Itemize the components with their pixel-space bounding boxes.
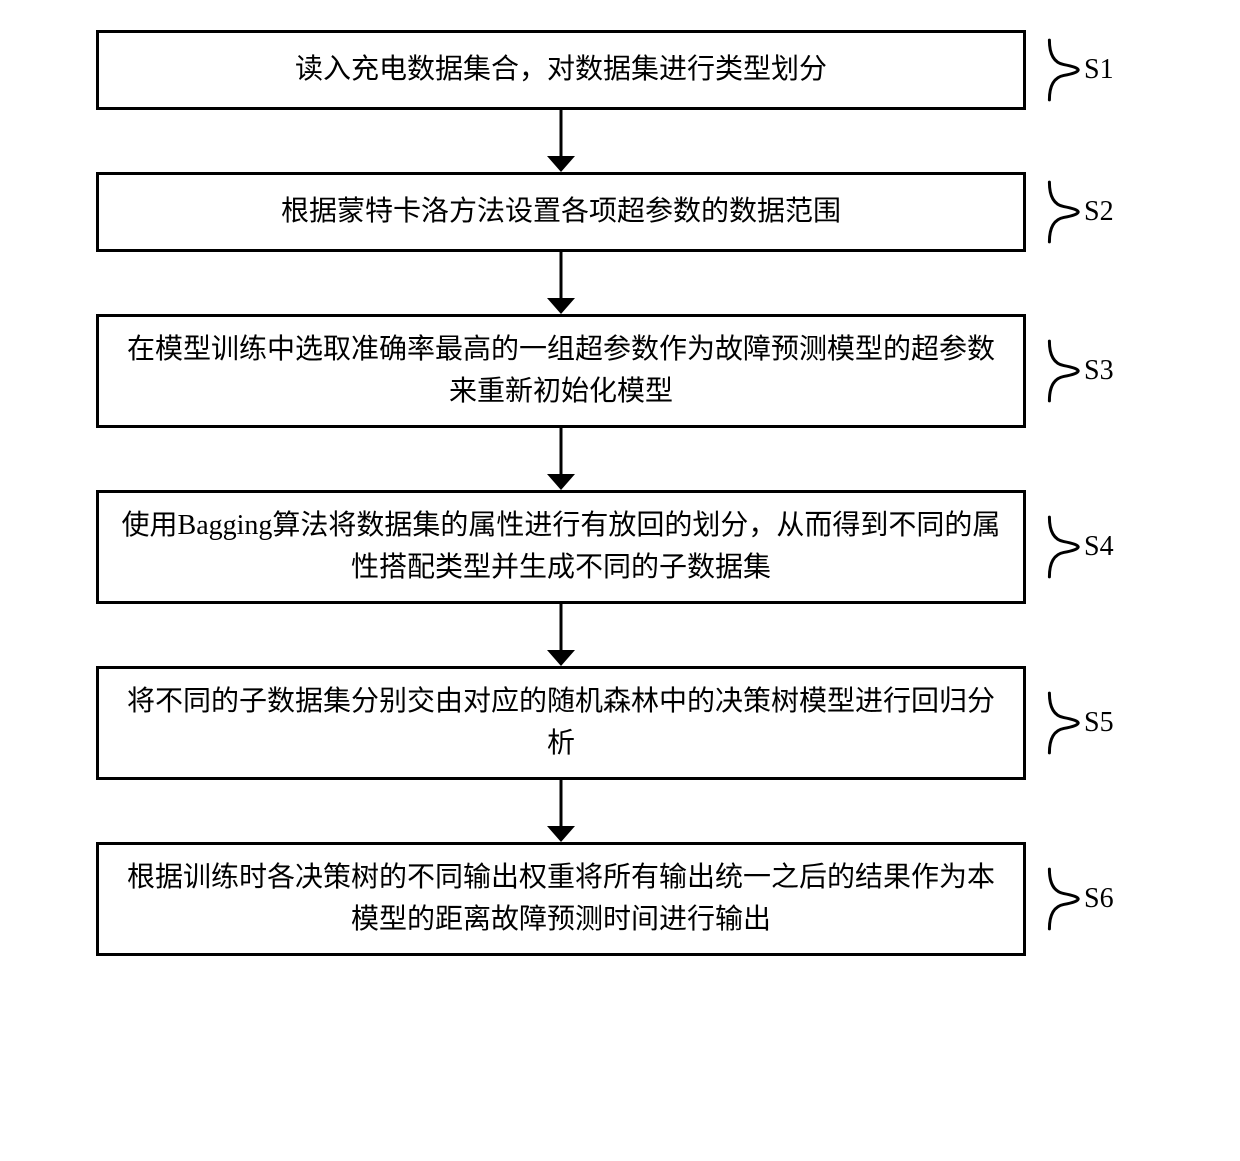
curly-brace-icon bbox=[1044, 513, 1080, 581]
flow-step-row: 在模型训练中选取准确率最高的一组超参数作为故障预测模型的超参数来重新初始化模型 … bbox=[40, 314, 1200, 428]
flow-step-label: S5 bbox=[1084, 707, 1114, 739]
arrow-down-icon bbox=[545, 252, 577, 314]
flow-arrow bbox=[40, 604, 1200, 666]
flow-step-text: 在模型训练中选取准确率最高的一组超参数作为故障预测模型的超参数来重新初始化模型 bbox=[119, 329, 1003, 413]
curly-brace-icon bbox=[1044, 689, 1080, 757]
flow-arrow bbox=[40, 780, 1200, 842]
arrow-down-icon bbox=[545, 604, 577, 666]
flow-step-text: 将不同的子数据集分别交由对应的随机森林中的决策树模型进行回归分析 bbox=[119, 681, 1003, 765]
flow-step-label-wrap: S3 bbox=[1044, 337, 1144, 405]
curly-brace-icon bbox=[1044, 865, 1080, 933]
arrow-down-icon bbox=[545, 110, 577, 172]
arrow-down-icon bbox=[545, 428, 577, 490]
flow-step-label-wrap: S6 bbox=[1044, 865, 1144, 933]
flow-step-label-wrap: S2 bbox=[1044, 178, 1144, 246]
flow-step-text: 使用Bagging算法将数据集的属性进行有放回的划分，从而得到不同的属性搭配类型… bbox=[119, 505, 1003, 589]
flow-step-row: 根据蒙特卡洛方法设置各项超参数的数据范围 S2 bbox=[40, 172, 1200, 252]
flow-step-box: 在模型训练中选取准确率最高的一组超参数作为故障预测模型的超参数来重新初始化模型 bbox=[96, 314, 1026, 428]
flow-step-label: S6 bbox=[1084, 883, 1114, 915]
flow-step-text: 根据蒙特卡洛方法设置各项超参数的数据范围 bbox=[281, 191, 841, 233]
curly-brace-icon bbox=[1044, 178, 1080, 246]
flowchart-container: 读入充电数据集合，对数据集进行类型划分 S1 根据蒙特卡洛方法设置各项超参数的数… bbox=[40, 30, 1200, 956]
flow-step-label-wrap: S1 bbox=[1044, 36, 1144, 104]
flow-step-text: 读入充电数据集合，对数据集进行类型划分 bbox=[295, 49, 827, 91]
flow-step-box: 根据蒙特卡洛方法设置各项超参数的数据范围 bbox=[96, 172, 1026, 252]
flow-step-label: S3 bbox=[1084, 355, 1114, 387]
flow-step-box: 根据训练时各决策树的不同输出权重将所有输出统一之后的结果作为本模型的距离故障预测… bbox=[96, 842, 1026, 956]
flow-step-label: S4 bbox=[1084, 531, 1114, 563]
flow-arrow bbox=[40, 110, 1200, 172]
flow-step-text: 根据训练时各决策树的不同输出权重将所有输出统一之后的结果作为本模型的距离故障预测… bbox=[119, 857, 1003, 941]
flow-step-row: 使用Bagging算法将数据集的属性进行有放回的划分，从而得到不同的属性搭配类型… bbox=[40, 490, 1200, 604]
flow-arrow bbox=[40, 252, 1200, 314]
flow-step-row: 读入充电数据集合，对数据集进行类型划分 S1 bbox=[40, 30, 1200, 110]
flow-step-label: S2 bbox=[1084, 196, 1114, 228]
flow-step-row: 将不同的子数据集分别交由对应的随机森林中的决策树模型进行回归分析 S5 bbox=[40, 666, 1200, 780]
arrow-down-icon bbox=[545, 780, 577, 842]
flow-step-box: 读入充电数据集合，对数据集进行类型划分 bbox=[96, 30, 1026, 110]
flow-step-box: 使用Bagging算法将数据集的属性进行有放回的划分，从而得到不同的属性搭配类型… bbox=[96, 490, 1026, 604]
flow-step-label: S1 bbox=[1084, 54, 1114, 86]
flow-step-label-wrap: S4 bbox=[1044, 513, 1144, 581]
flow-step-row: 根据训练时各决策树的不同输出权重将所有输出统一之后的结果作为本模型的距离故障预测… bbox=[40, 842, 1200, 956]
flow-arrow bbox=[40, 428, 1200, 490]
flow-step-label-wrap: S5 bbox=[1044, 689, 1144, 757]
curly-brace-icon bbox=[1044, 337, 1080, 405]
curly-brace-icon bbox=[1044, 36, 1080, 104]
flow-step-box: 将不同的子数据集分别交由对应的随机森林中的决策树模型进行回归分析 bbox=[96, 666, 1026, 780]
